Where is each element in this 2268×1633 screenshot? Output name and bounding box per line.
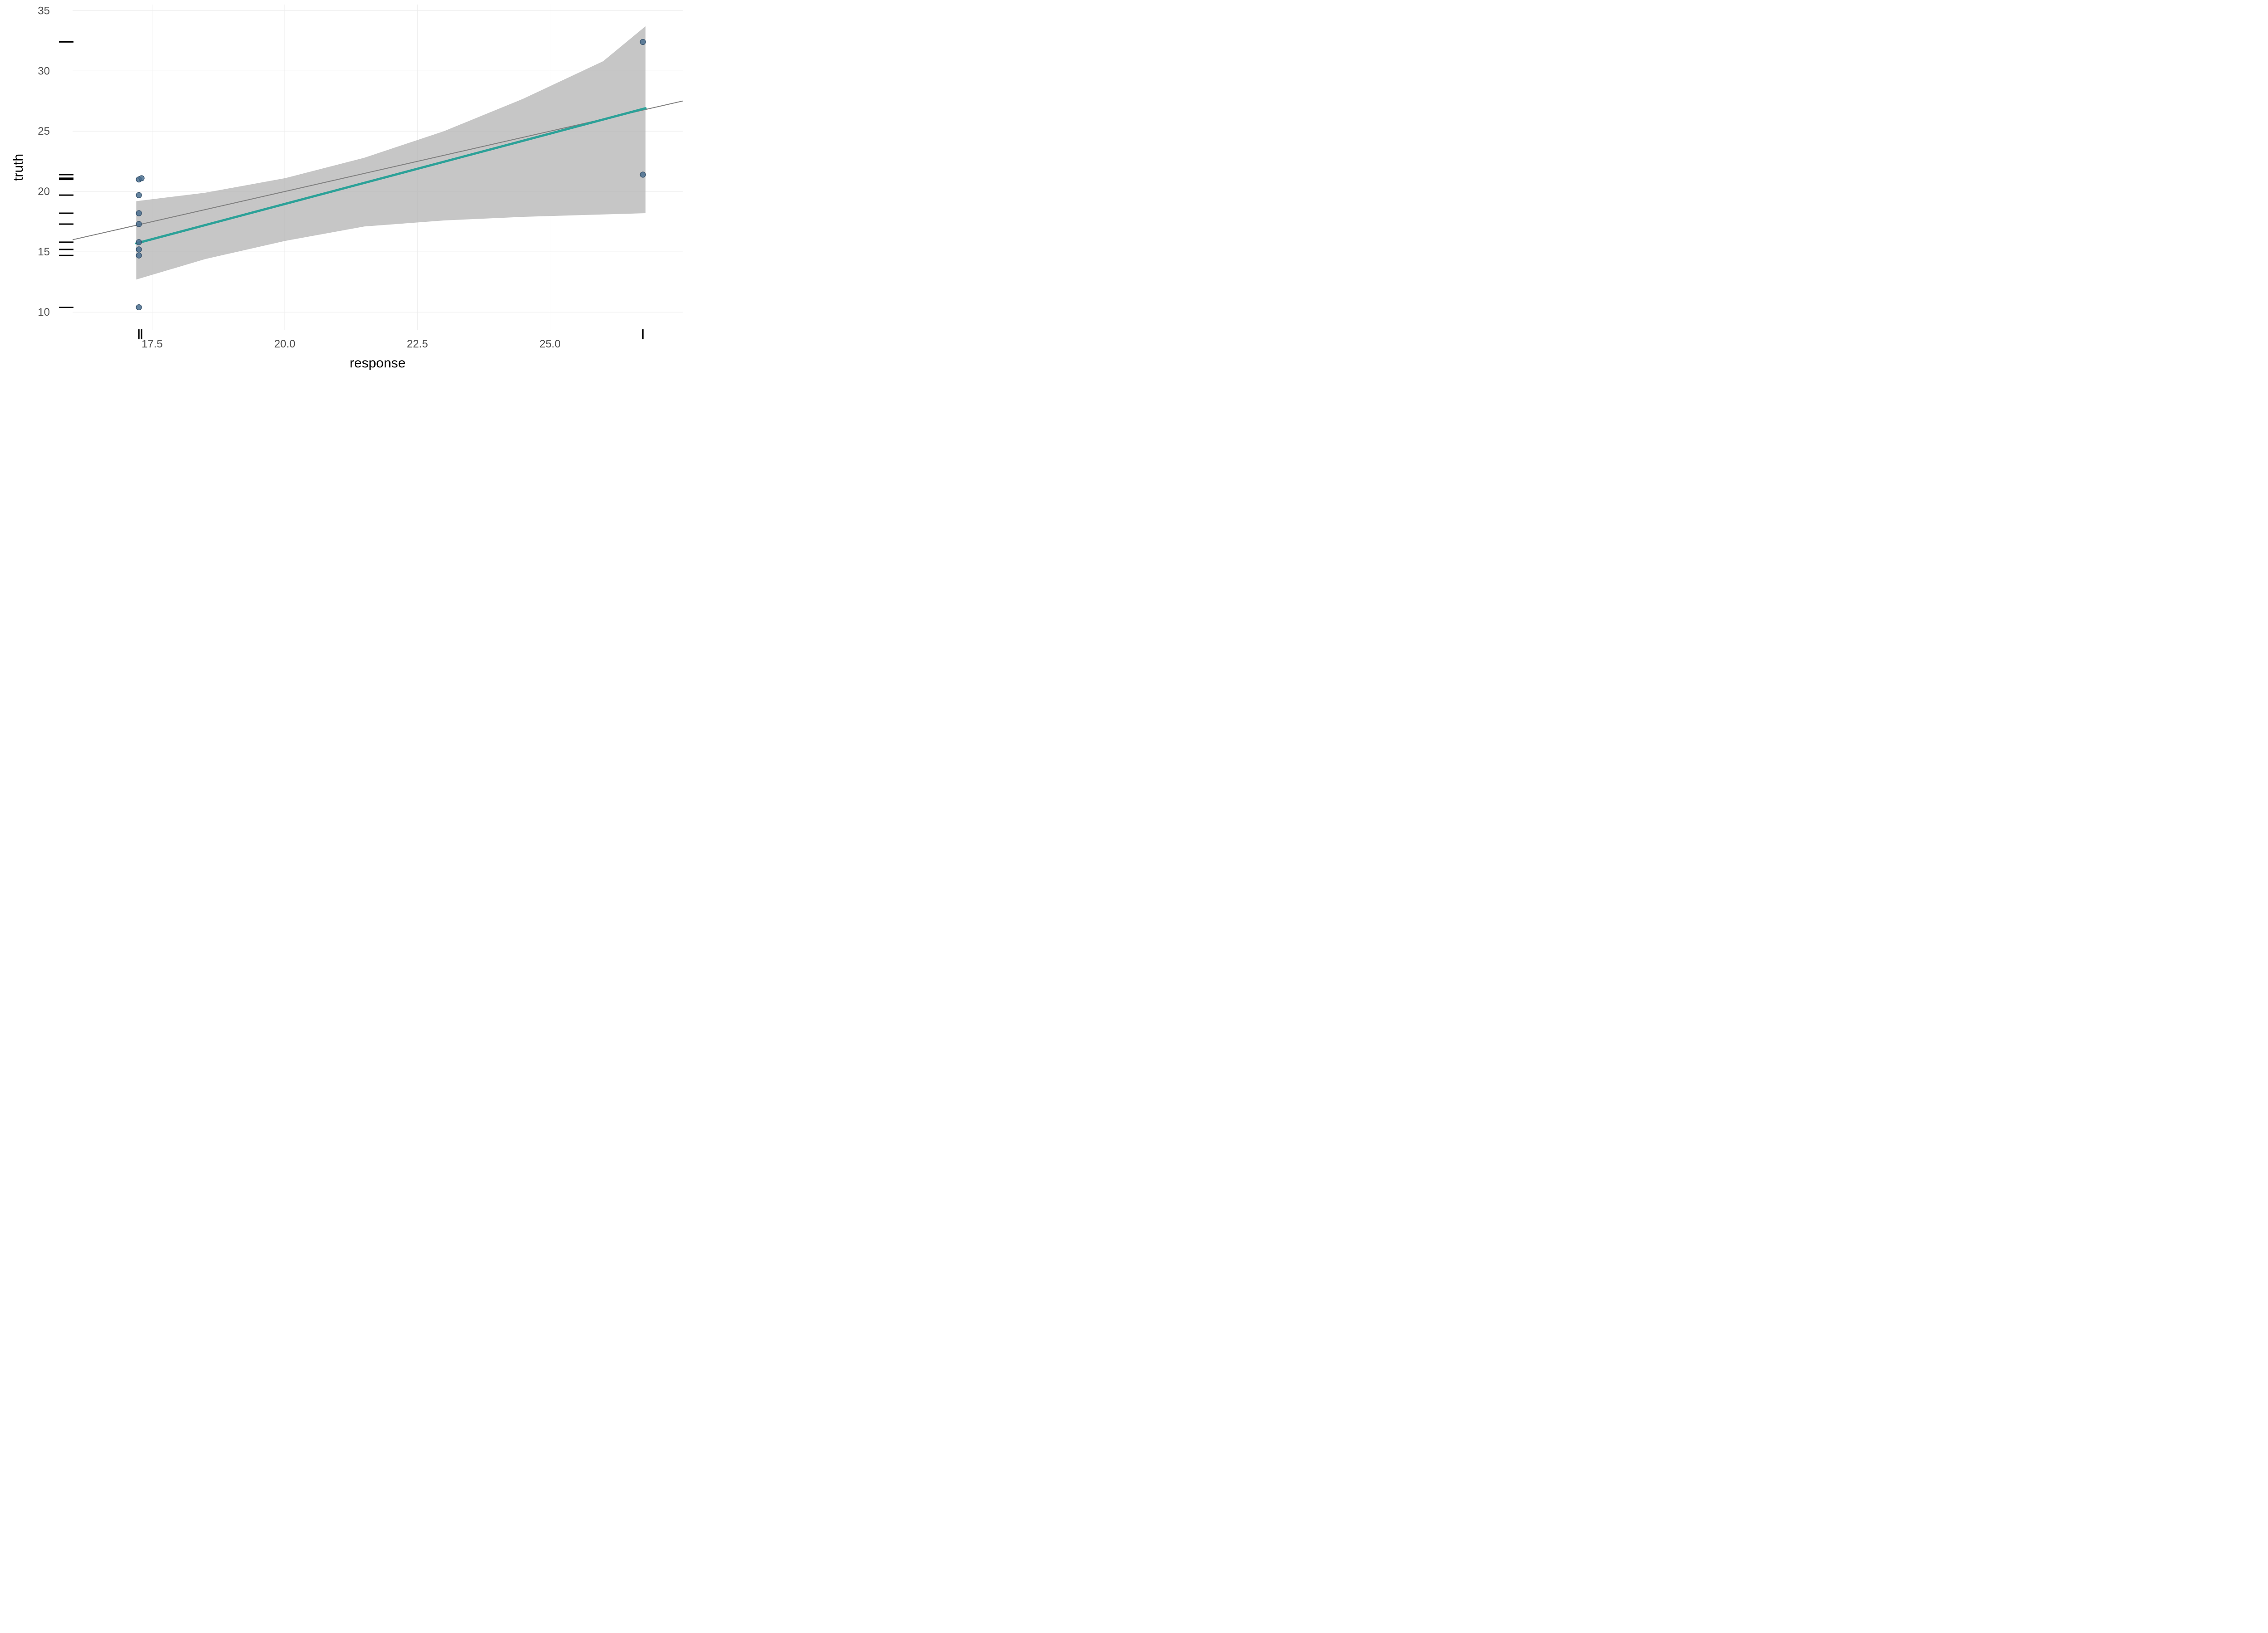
x-tick-label: 25.0 bbox=[539, 338, 561, 350]
x-axis-title: response bbox=[350, 356, 406, 371]
data-point bbox=[136, 210, 142, 216]
data-point bbox=[136, 192, 142, 198]
y-tick-label: 20 bbox=[38, 186, 50, 198]
x-tick-label: 22.5 bbox=[407, 338, 428, 350]
x-tick-label: 20.0 bbox=[274, 338, 295, 350]
data-point bbox=[136, 304, 142, 310]
y-axis-title: truth bbox=[11, 154, 26, 181]
data-point bbox=[136, 247, 142, 252]
data-point bbox=[640, 39, 645, 44]
y-tick-label: 25 bbox=[38, 125, 50, 137]
regression-chart: 17.5 20.0 22.5 25.0 10 15 20 25 30 35 response trut… bbox=[0, 0, 2268, 376]
data-point bbox=[640, 172, 645, 177]
y-tick-label: 15 bbox=[38, 246, 50, 258]
y-tick-label: 10 bbox=[38, 306, 50, 318]
x-tick-label: 17.5 bbox=[142, 338, 163, 350]
data-point bbox=[136, 221, 142, 227]
y-tick-label: 35 bbox=[38, 5, 50, 17]
data-point bbox=[139, 176, 144, 181]
data-point bbox=[136, 240, 142, 245]
data-point bbox=[136, 253, 142, 258]
y-tick-label: 30 bbox=[38, 65, 50, 77]
